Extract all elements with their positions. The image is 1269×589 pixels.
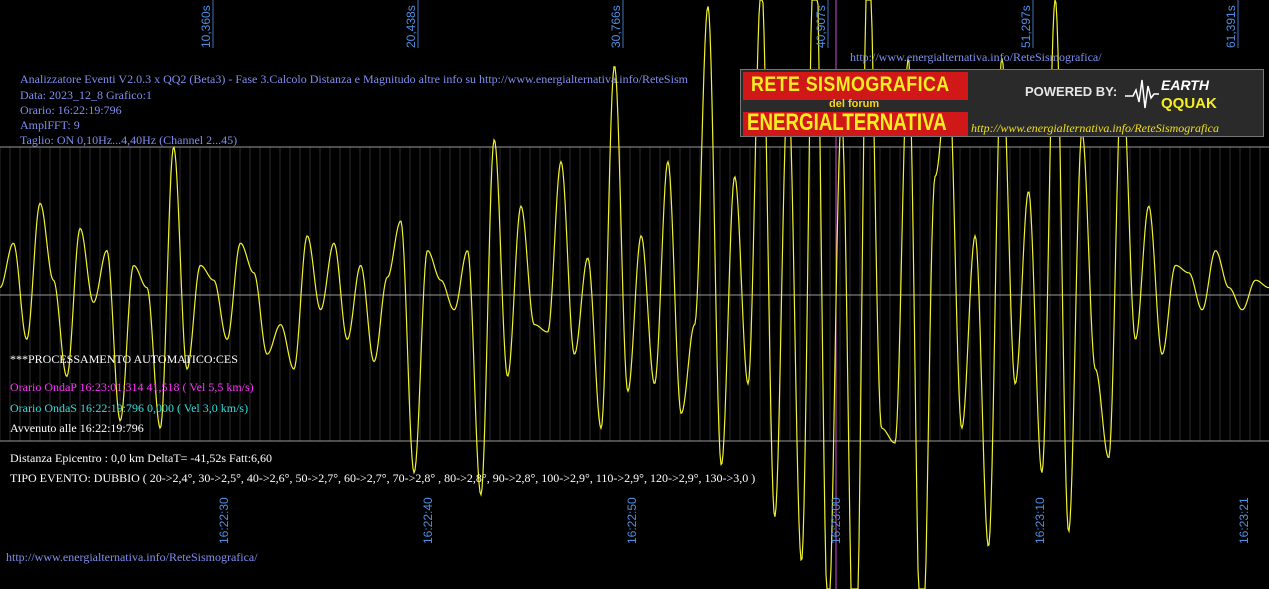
top-time-tick-label: 51,297s <box>1019 5 1033 48</box>
header-ampl: AmplFFT: 9 <box>20 118 80 132</box>
onda-s-time: Orario OndaS 16:22:19:796 0,000 ( Vel 3,… <box>10 401 249 415</box>
time-tick-marks <box>212 0 1239 48</box>
bottom-url-link[interactable]: http://www.energialternativa.info/ReteSi… <box>6 550 258 564</box>
bottom-time-tick-label: 16:23:21 <box>1237 497 1251 544</box>
header-data: Data: 2023_12_8 Grafico:1 <box>20 88 152 102</box>
bottom-time-tick-label: 16:22:50 <box>625 497 639 544</box>
header-taglio: Taglio: ON 0,10Hz...4,40Hz (Channel 2...… <box>20 133 238 147</box>
earthquake-logo-icon: EARTH QQUAKE <box>1125 77 1217 112</box>
top-time-tick-label: 30,766s <box>609 5 623 48</box>
bottom-time-tick-label: 16:22:30 <box>217 497 231 544</box>
logo-forum-text: del forum <box>829 98 880 110</box>
tipo-evento: TIPO EVENTO: DUBBIO ( 20->2,4°, 30->2,5°… <box>10 471 756 485</box>
logo-earth-text: EARTH <box>1161 77 1210 93</box>
bottom-time-tick-label: 16:23:10 <box>1033 497 1047 544</box>
processing-title: ***PROCESSAMENTO AUTOMATICO:CES <box>10 352 238 366</box>
logo-rete-text: RETE SISMOGRAFICA <box>751 73 950 96</box>
header-title: Analizzatore Eventi V2.0.3 x QQ2 (Beta3)… <box>20 72 688 86</box>
onda-p-time: Orario OndaP 16:23:01:314 41,518 ( Vel 5… <box>10 380 254 394</box>
avvenuto-time: Avvenuto alle 16:22:19:796 <box>10 421 144 435</box>
logo-powered-text: POWERED BY: <box>1025 84 1118 99</box>
top-time-tick-label: 10,360s <box>199 5 213 48</box>
distanza-epicentro: Distanza Epicentro : 0,0 km DeltaT= -41,… <box>10 451 273 465</box>
top-time-tick-label: 61,391s <box>1224 5 1238 48</box>
bottom-time-tick-label: 16:22:40 <box>421 497 435 544</box>
header-orario: Orario: 16:22:19:796 <box>20 103 122 117</box>
bottom-time-tick-label: 16:23:00 <box>829 497 843 544</box>
logo-qquake-text: QQUAKE <box>1161 95 1217 112</box>
logo-url-link[interactable]: http://www.energialternativa.info/ReteSi… <box>971 121 1219 135</box>
rete-sismografica-logo[interactable]: RETE SISMOGRAFICA del forum ENERGIALTERN… <box>740 69 1264 137</box>
vertical-grid <box>0 147 1261 441</box>
logo-energ-text: ENERGIALTERNATIVA <box>747 109 947 136</box>
top-url-link[interactable]: http://www.energialternativa.info/ReteSi… <box>850 50 1102 64</box>
top-time-tick-label: 20,438s <box>404 5 418 48</box>
top-time-tick-label: 40,907s <box>814 5 828 48</box>
